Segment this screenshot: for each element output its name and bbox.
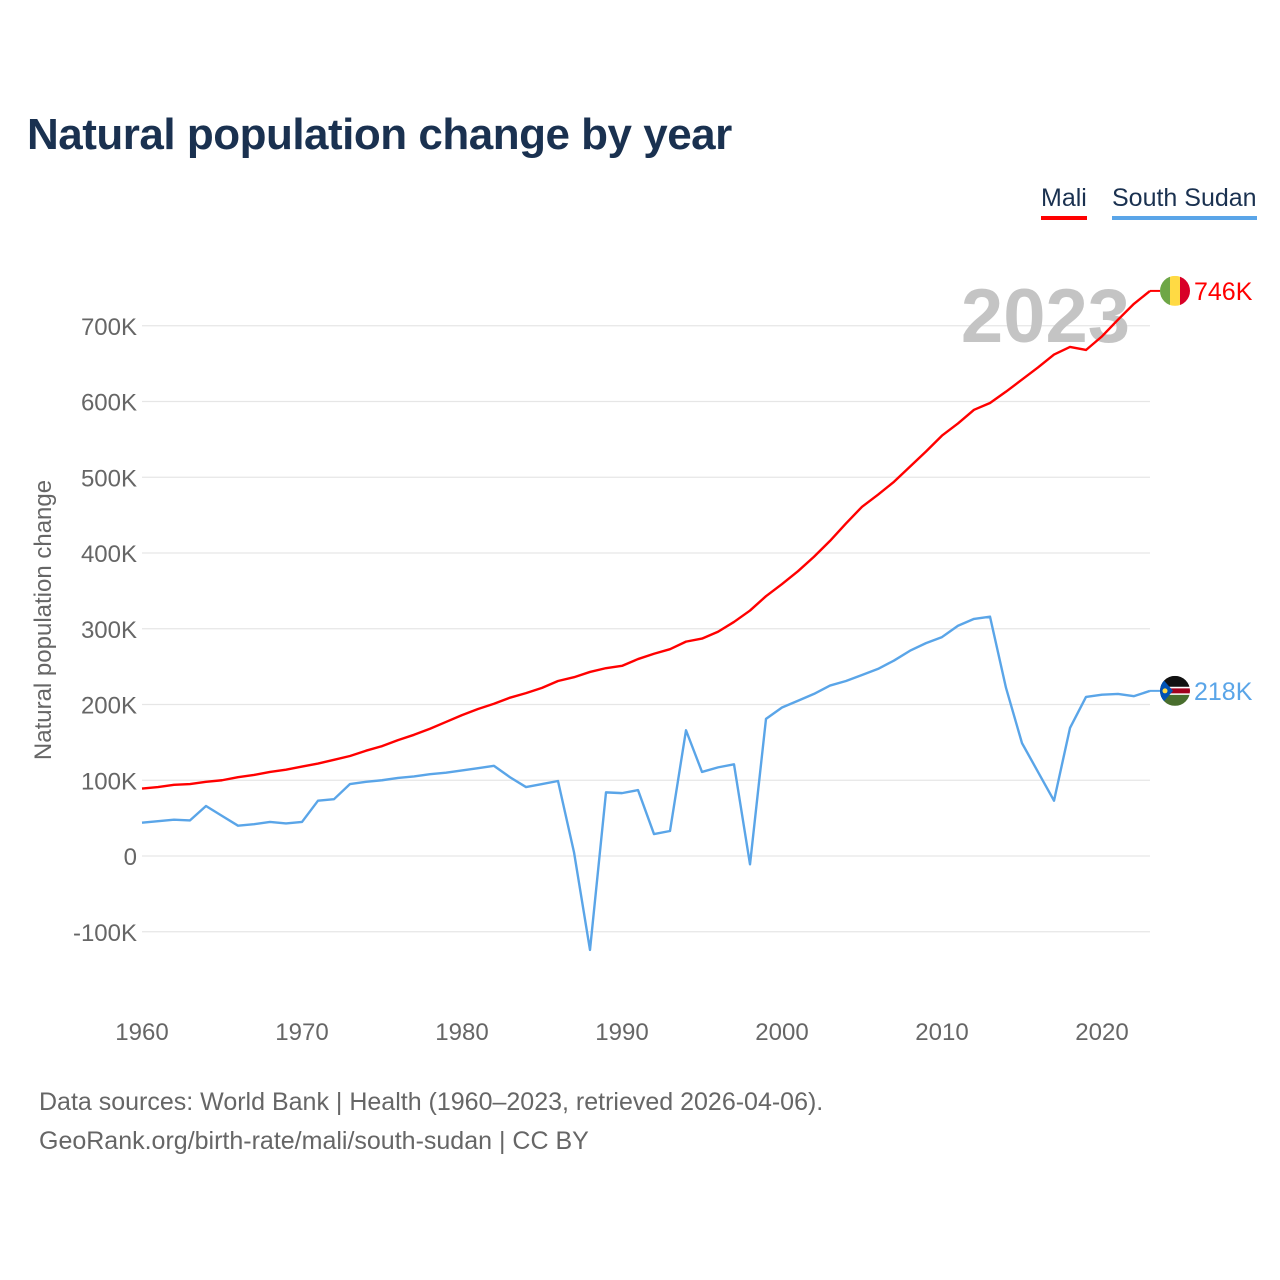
legend-item-south-sudan[interactable]: South Sudan — [1112, 184, 1257, 220]
flag-stripe — [1160, 275, 1170, 306]
y-tick-label: 100K — [81, 768, 137, 795]
x-tick-label: 2010 — [915, 1019, 968, 1046]
y-tick-label: 600K — [81, 390, 137, 417]
y-tick-label: 500K — [81, 465, 137, 492]
y-tick-label: 700K — [81, 314, 137, 341]
footer-credit: GeoRank.org/birth-rate/mali/south-sudan … — [39, 1127, 589, 1155]
series-line-south-sudan — [141, 615, 1151, 952]
x-tick-label: 2000 — [755, 1019, 808, 1046]
y-axis-label: Natural population change — [30, 480, 57, 760]
y-tick-label: 300K — [81, 617, 137, 644]
footer-source: Data sources: World Bank | Health (1960–… — [39, 1088, 824, 1116]
year-watermark: 2023 — [961, 274, 1130, 359]
x-tick-label: 1980 — [435, 1019, 488, 1046]
x-tick-label: 1960 — [115, 1019, 168, 1046]
chart-title: Natural population change by year — [27, 110, 732, 159]
x-tick-label: 1970 — [275, 1019, 328, 1046]
y-tick-label: 400K — [81, 541, 137, 568]
x-tick-label: 2020 — [1075, 1019, 1128, 1046]
series-line-mali — [141, 289, 1151, 790]
flag-stripe — [1170, 275, 1180, 306]
flag-body — [1160, 275, 1190, 306]
y-tick-label: 0 — [124, 844, 137, 871]
flag-body — [1160, 675, 1190, 706]
flag-stripe — [1160, 694, 1190, 706]
x-tick-label: 1990 — [595, 1019, 648, 1046]
flag-stripe — [1160, 688, 1190, 694]
end-value-label-mali: 746K — [1194, 278, 1253, 306]
end-value-label-south-sudan: 218K — [1194, 678, 1253, 706]
flag-stripe — [1180, 275, 1190, 306]
flag-south-sudan-icon — [1160, 675, 1190, 706]
flag-stripe — [1160, 675, 1190, 687]
flag-mali-icon — [1160, 275, 1190, 306]
flag-star — [1162, 688, 1168, 694]
y-tick-label: 200K — [81, 693, 137, 720]
y-tick-label: -100K — [73, 920, 137, 947]
legend-item-mali[interactable]: Mali — [1041, 184, 1087, 220]
